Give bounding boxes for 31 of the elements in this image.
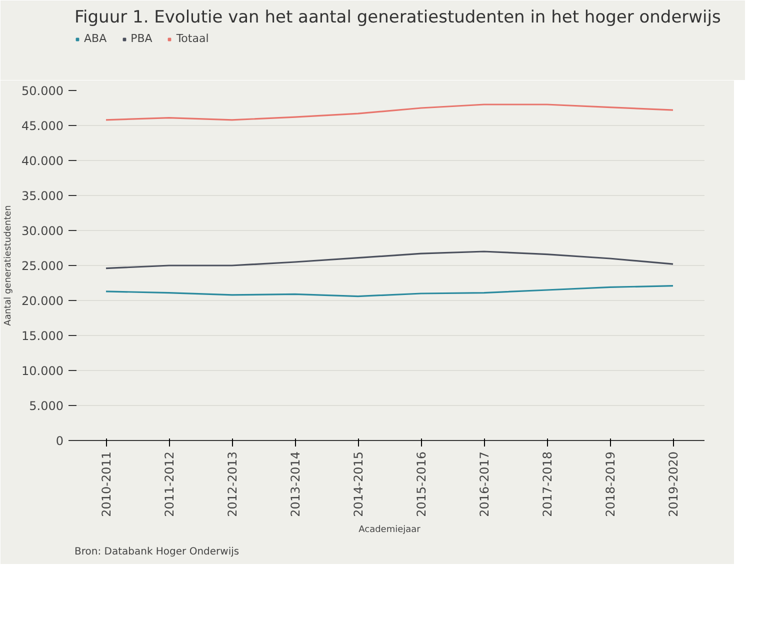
x-tick-label: 2019-2020 [666, 451, 680, 517]
y-tick-label: 30.000 [22, 224, 64, 238]
x-tick-label: 2016-2017 [478, 451, 492, 517]
x-tick-label: 2010-2011 [100, 451, 114, 517]
y-tick-label: 50.000 [22, 84, 64, 98]
text: Bron: Databank Hoger Onderwijs [74, 546, 240, 558]
legend-label: PBA [130, 32, 152, 45]
line-series [105, 250, 674, 270]
y-axis-title: Aantal generatiestudenten [4, 205, 14, 326]
y-tick-label: 10.000 [22, 364, 64, 378]
x-tick-label: 2017-2018 [540, 451, 554, 517]
line-series [105, 285, 674, 298]
legend-label: Totaal [176, 32, 209, 45]
y-tick-label: 35.000 [22, 189, 64, 203]
x-tick-label: 2015-2016 [414, 451, 428, 517]
y-tick-label: 20.000 [22, 294, 64, 308]
chart-title: Figuur 1. Evolutie van het aantal generatiestudenten in het hoger onderwijs [74, 8, 721, 28]
y-tick-label: 40.000 [22, 154, 64, 168]
y-tick-label: 15.000 [22, 329, 64, 343]
line-series [105, 104, 674, 121]
x-axis-title: Academiejaar [358, 524, 421, 535]
y-tick-label: 5.000 [29, 399, 64, 413]
y-tick-label: 0 [56, 434, 64, 448]
x-tick-label: 2013-2014 [288, 451, 302, 517]
y-tick-label: 45.000 [22, 119, 64, 133]
y-tick-label: 25.000 [22, 259, 64, 273]
x-tick-label: 2018-2019 [604, 451, 618, 517]
x-tick-label: 2011-2012 [162, 451, 176, 517]
x-tick-label: 2014-2015 [352, 451, 366, 517]
legend-label: ABA [84, 32, 107, 45]
x-tick-label: 2012-2013 [226, 451, 240, 517]
